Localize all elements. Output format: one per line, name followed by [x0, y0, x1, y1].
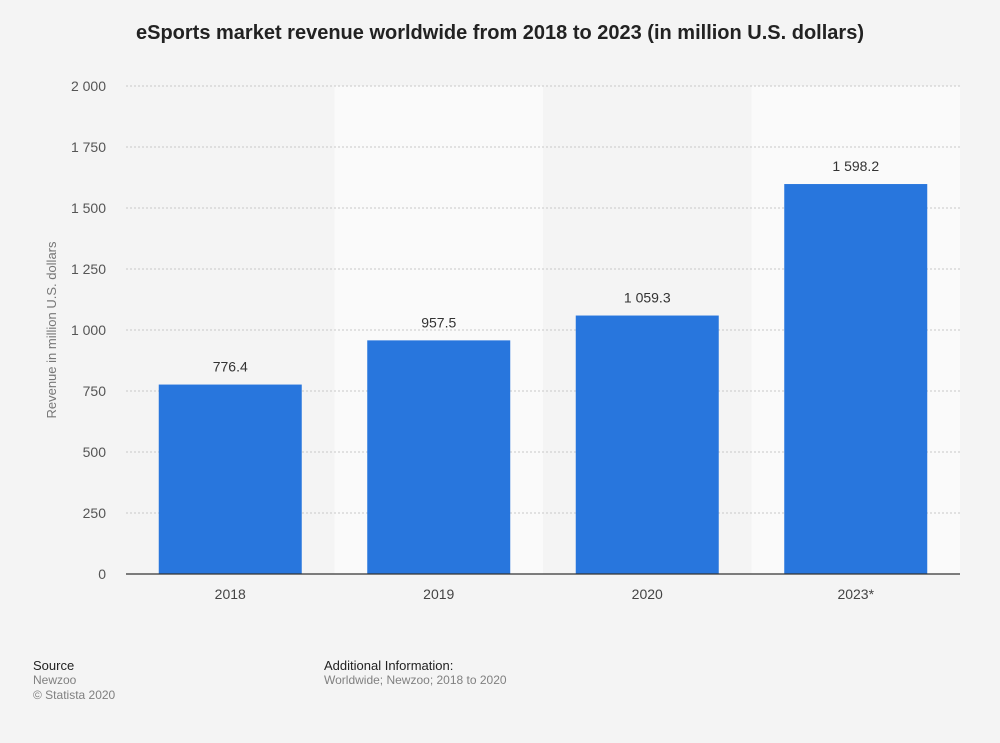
- source-heading: Source: [33, 658, 75, 673]
- source-block: Source Newzoo © Statista 2020: [33, 658, 115, 703]
- y-tick-label: 0: [98, 566, 106, 582]
- bars: [158, 184, 928, 575]
- y-tick-label: 1 250: [71, 261, 106, 277]
- value-label: 957.5: [421, 314, 456, 330]
- bar: [367, 340, 511, 574]
- y-axis-label: Revenue in million U.S. dollars: [44, 241, 59, 419]
- y-tick-label: 1 000: [71, 322, 106, 338]
- additional-info-block: Additional Information: Worldwide; Newzo…: [324, 658, 507, 688]
- x-tick-label: 2018: [215, 586, 246, 602]
- x-axis-ticks: 2018 2019 2020 2023*: [215, 586, 875, 602]
- chart-title: eSports market revenue worldwide from 20…: [136, 22, 864, 44]
- grid-lines: [126, 85, 960, 514]
- y-tick-label: 750: [83, 383, 107, 399]
- bar: [575, 315, 719, 574]
- y-tick-label: 250: [83, 505, 107, 521]
- value-label: 1 598.2: [832, 158, 879, 174]
- y-axis-ticks: 0 250 500 750 1 000 1 250 1 500 1 750 2 000: [71, 78, 106, 582]
- value-label: 1 059.3: [624, 290, 671, 306]
- additional-info-text: Worldwide; Newzoo; 2018 to 2020: [324, 673, 507, 687]
- y-tick-label: 500: [83, 444, 107, 460]
- x-tick-label: 2020: [632, 586, 663, 602]
- bar: [158, 384, 302, 574]
- bar-chart: 0 250 500 750 1 000 1 250 1 500 1 750 2 000 776.…: [44, 78, 960, 602]
- copyright: © Statista 2020: [33, 688, 116, 702]
- x-tick-label: 2023*: [837, 586, 874, 602]
- y-tick-label: 2 000: [71, 78, 106, 94]
- y-tick-label: 1 500: [71, 200, 106, 216]
- value-labels: 776.4 957.5 1 059.3 1 598.2: [213, 158, 880, 375]
- source-name: Newzoo: [33, 673, 77, 687]
- y-tick-label: 1 750: [71, 139, 106, 155]
- x-tick-label: 2019: [423, 586, 454, 602]
- value-label: 776.4: [213, 359, 248, 375]
- bar: [784, 184, 928, 575]
- additional-info-heading: Additional Information:: [324, 658, 454, 673]
